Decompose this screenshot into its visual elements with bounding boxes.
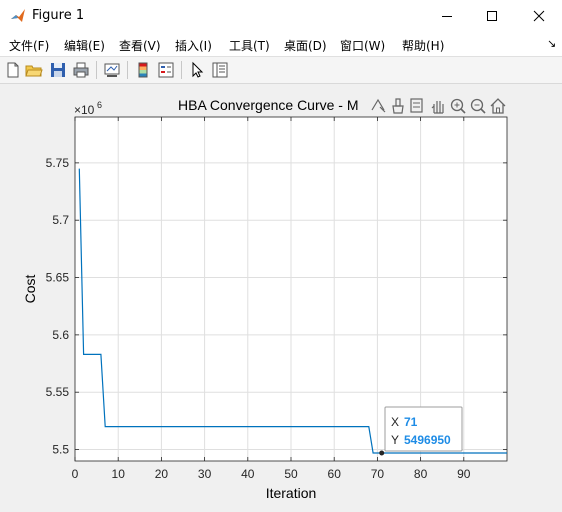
matlab-logo-icon bbox=[10, 8, 26, 24]
x-tick-label: 80 bbox=[414, 467, 428, 481]
menu-view[interactable]: 查看(V) bbox=[119, 39, 161, 53]
menu-insert[interactable]: 插入(I) bbox=[175, 39, 212, 53]
y-tick-label: 5.6 bbox=[52, 328, 69, 342]
axes-toolbar bbox=[364, 96, 509, 116]
x-tick-label: 90 bbox=[457, 467, 471, 481]
datatip-x-value: 71 bbox=[404, 415, 418, 429]
minimize-icon bbox=[442, 16, 452, 17]
x-tick-label: 60 bbox=[328, 467, 342, 481]
close-icon bbox=[533, 10, 545, 22]
open-file-icon[interactable] bbox=[25, 61, 43, 79]
pan-icon[interactable] bbox=[431, 101, 444, 114]
x-tick-label: 40 bbox=[241, 467, 255, 481]
brush-icon[interactable] bbox=[392, 98, 404, 114]
convergence-chart[interactable]: 0 10 20 30 40 50 60 70 80 90 5.5 5.55 5.6 5.65 5.7 5.75… bbox=[0, 84, 562, 507]
title-bar: Figure 1 bbox=[0, 0, 562, 32]
x-tick-label: 50 bbox=[284, 467, 298, 481]
print-icon[interactable] bbox=[72, 61, 90, 79]
menu-window[interactable]: 窗口(W) bbox=[340, 39, 386, 53]
toolbar-separator bbox=[127, 61, 128, 79]
exponent-power: 6 bbox=[97, 100, 102, 110]
menu-tools[interactable]: 工具(T) bbox=[229, 39, 270, 53]
y-tick-label: 5.65 bbox=[46, 271, 70, 285]
maximize-icon bbox=[487, 11, 497, 21]
datatip-x-label: X bbox=[391, 415, 399, 429]
x-tick-label: 0 bbox=[72, 467, 79, 481]
y-tick-label: 5.55 bbox=[46, 385, 70, 399]
minimize-button[interactable] bbox=[424, 0, 470, 32]
select-pointer-icon[interactable] bbox=[188, 61, 206, 79]
y-tick-label: 5.75 bbox=[46, 156, 70, 170]
legend-icon[interactable] bbox=[157, 61, 175, 79]
figure-canvas: 0 10 20 30 40 50 60 70 80 90 5.5 5.55 5.6 5.65 5.7 5.75… bbox=[0, 84, 562, 507]
x-tick-label: 30 bbox=[198, 467, 212, 481]
menu-overflow-icon[interactable]: ↘ bbox=[547, 37, 557, 50]
datatip-marker bbox=[379, 450, 385, 456]
export-icon[interactable] bbox=[371, 98, 386, 113]
y-tick-label: 5.5 bbox=[52, 443, 69, 457]
zoom-out-icon[interactable] bbox=[470, 98, 486, 114]
x-tick-label: 10 bbox=[112, 467, 126, 481]
menu-file[interactable]: 文件(F) bbox=[9, 39, 50, 53]
zoom-in-icon[interactable] bbox=[450, 98, 466, 114]
chart-title: HBA Convergence Curve - M bbox=[178, 97, 359, 113]
toolbar-separator bbox=[96, 61, 97, 79]
x-axis-label: Iteration bbox=[266, 485, 317, 501]
axis-ticks: 0 10 20 30 40 50 60 70 80 90 5.5 5.55 5.6 5.65 5.7 5.75 bbox=[46, 117, 507, 481]
grid-lines bbox=[75, 117, 507, 461]
datatip-icon[interactable] bbox=[410, 98, 423, 113]
menu-desktop[interactable]: 桌面(D) bbox=[284, 39, 327, 53]
exponent-multiplier: ×10 bbox=[74, 103, 95, 117]
menu-help[interactable]: 帮助(H) bbox=[402, 39, 445, 53]
colorbar-icon[interactable] bbox=[134, 61, 152, 79]
datatip-y-label: Y bbox=[391, 433, 399, 447]
link-plot-icon[interactable] bbox=[103, 61, 121, 79]
home-icon[interactable] bbox=[490, 98, 506, 114]
menu-edit[interactable]: 编辑(E) bbox=[64, 39, 105, 53]
x-tick-label: 70 bbox=[371, 467, 385, 481]
figure-toolbar bbox=[0, 57, 562, 84]
save-icon[interactable] bbox=[49, 61, 67, 79]
new-figure-icon[interactable] bbox=[4, 61, 22, 79]
property-inspector-icon[interactable] bbox=[211, 61, 229, 79]
close-button[interactable] bbox=[516, 0, 562, 32]
datatip[interactable]: X 71 Y 5496950 bbox=[379, 406, 463, 456]
y-axis-label: Cost bbox=[22, 275, 38, 304]
y-tick-label: 5.7 bbox=[52, 213, 69, 227]
menu-bar: 文件(F) 编辑(E) 查看(V) 插入(I) 工具(T) 桌面(D) 窗口(W… bbox=[0, 32, 562, 57]
axis-exponent: ×10 6 bbox=[74, 100, 102, 117]
maximize-button[interactable] bbox=[469, 0, 515, 32]
toolbar-separator bbox=[181, 61, 182, 79]
datatip-y-value: 5496950 bbox=[404, 433, 451, 447]
window-title: Figure 1 bbox=[32, 8, 85, 23]
datatip-box bbox=[384, 406, 463, 452]
x-tick-label: 20 bbox=[155, 467, 169, 481]
